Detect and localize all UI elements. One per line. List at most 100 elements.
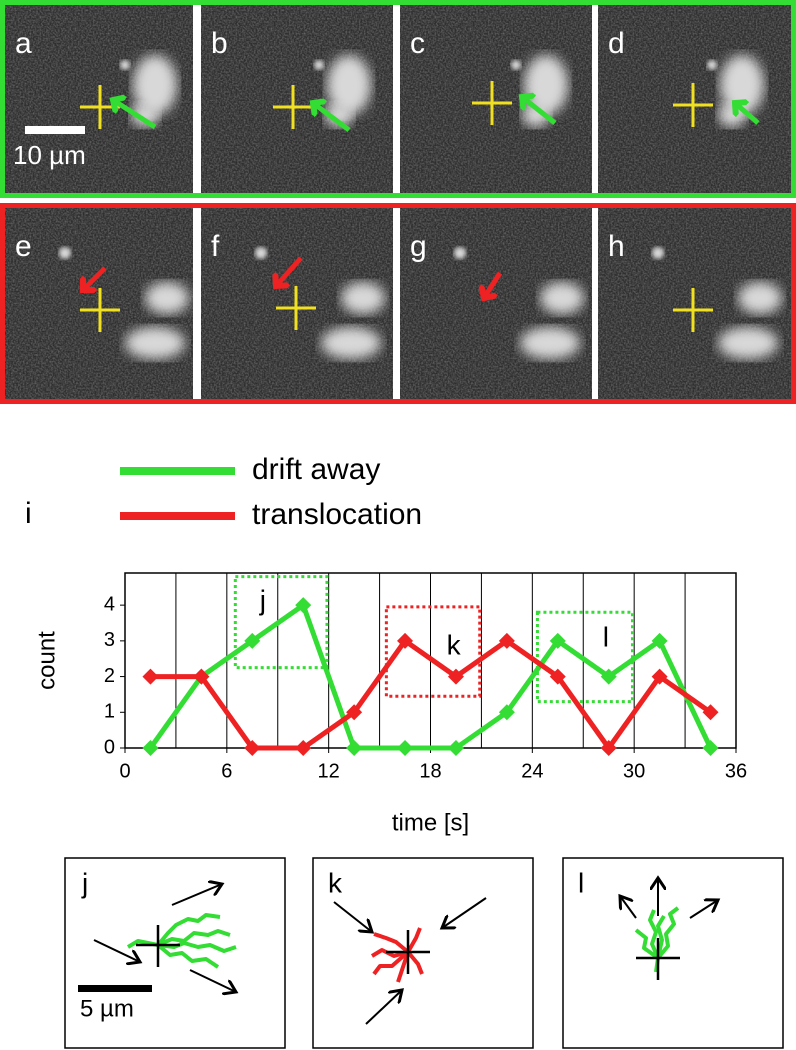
fluorescence <box>314 60 324 70</box>
micrograph: d <box>598 5 791 193</box>
marker <box>397 740 414 756</box>
scale-label: 10 µm <box>13 140 86 170</box>
fluorescence <box>120 60 130 70</box>
fluorescence <box>738 282 782 314</box>
panel-label: d <box>608 27 625 60</box>
x-tick-label: 6 <box>221 760 232 782</box>
marker <box>498 632 515 649</box>
x-tick-label: 24 <box>521 760 543 782</box>
marker <box>295 597 312 614</box>
fluorescence <box>540 282 584 314</box>
panel-label: e <box>15 230 32 263</box>
marker <box>702 704 719 721</box>
panel-label: a <box>15 27 32 60</box>
micrograph: b <box>201 5 393 193</box>
x-tick-label: 12 <box>318 760 340 782</box>
x-tick-label: 18 <box>419 760 441 782</box>
panel-label: j <box>81 867 88 898</box>
annotation-label: l <box>603 621 609 652</box>
fluorescence <box>321 327 381 359</box>
arrow <box>484 271 503 298</box>
marker <box>346 740 363 756</box>
arrow <box>276 256 303 286</box>
marker <box>142 740 159 756</box>
marker <box>549 668 566 685</box>
micrograph: e <box>5 208 193 399</box>
origin-cross <box>136 925 680 980</box>
marker <box>244 632 261 649</box>
marker <box>193 668 210 685</box>
arrow <box>83 266 107 290</box>
annotation-label: k <box>447 629 462 660</box>
annotation-box <box>233 575 329 670</box>
fluorescence <box>720 55 764 115</box>
x-tick-label: 0 <box>119 760 130 782</box>
annotation-label: j <box>259 584 266 615</box>
scale-bar <box>78 985 152 992</box>
marker <box>244 740 261 756</box>
arrow <box>735 103 760 125</box>
series-line <box>150 638 712 751</box>
fluorescence <box>131 103 159 127</box>
fluorescence <box>652 247 664 259</box>
scale-label: 5 µm <box>80 995 134 1022</box>
x-tick-label: 36 <box>725 760 747 782</box>
marker <box>702 740 719 756</box>
panel-label: h <box>608 230 625 263</box>
x-tick-label: 30 <box>623 760 645 782</box>
series-line <box>148 602 713 751</box>
panel-label: i <box>25 497 32 530</box>
panel-label: k <box>328 867 343 898</box>
panel-box <box>562 857 784 1049</box>
y-tick-label: 0 <box>104 736 115 758</box>
arrow <box>113 100 157 130</box>
fluorescence <box>145 282 189 314</box>
panel-label: c <box>410 27 425 60</box>
fluorescence <box>59 247 71 259</box>
y-axis-title: count <box>33 631 60 690</box>
scale-bar <box>25 126 85 134</box>
y-tick-label: 4 <box>104 593 115 615</box>
micrograph: g <box>400 208 592 399</box>
marker <box>447 740 464 756</box>
y-tick-label: 3 <box>104 629 115 651</box>
fluorescence <box>325 103 353 127</box>
panel-label: l <box>578 867 584 898</box>
fluorescence <box>454 247 466 259</box>
fluorescence <box>511 60 521 70</box>
legend-label: translocation <box>252 498 422 531</box>
micrograph: f <box>201 208 393 399</box>
fluorescence <box>718 327 778 359</box>
marker <box>397 632 414 649</box>
marker <box>498 704 515 721</box>
y-tick-label: 2 <box>104 665 115 687</box>
marker <box>142 668 159 685</box>
arrow <box>93 878 718 1025</box>
marker <box>600 668 617 685</box>
marker <box>447 668 464 685</box>
x-axis-title: time [s] <box>392 809 469 836</box>
trajectory-panels: j k l 5 µm <box>64 857 784 1049</box>
panel-label: b <box>211 27 228 60</box>
fluorescence <box>341 282 385 314</box>
micrograph: a 10 µm <box>5 5 193 193</box>
fluorescence <box>125 327 185 359</box>
marker <box>549 632 566 649</box>
image-panels: a 10 µm b c d e f g h <box>5 5 791 399</box>
fluorescence <box>327 55 371 115</box>
marker <box>600 740 617 756</box>
trajectory <box>126 906 680 973</box>
arrow <box>522 97 557 125</box>
fluorescence <box>520 327 580 359</box>
arrow <box>313 103 351 132</box>
fluorescence <box>255 247 267 259</box>
fluorescence <box>133 55 177 115</box>
fluorescence <box>707 60 717 70</box>
legend-label: drift away <box>252 453 380 486</box>
annotation-box <box>384 605 482 698</box>
panel-label: g <box>410 230 427 263</box>
panel-label: f <box>211 230 220 263</box>
marker <box>651 632 668 649</box>
